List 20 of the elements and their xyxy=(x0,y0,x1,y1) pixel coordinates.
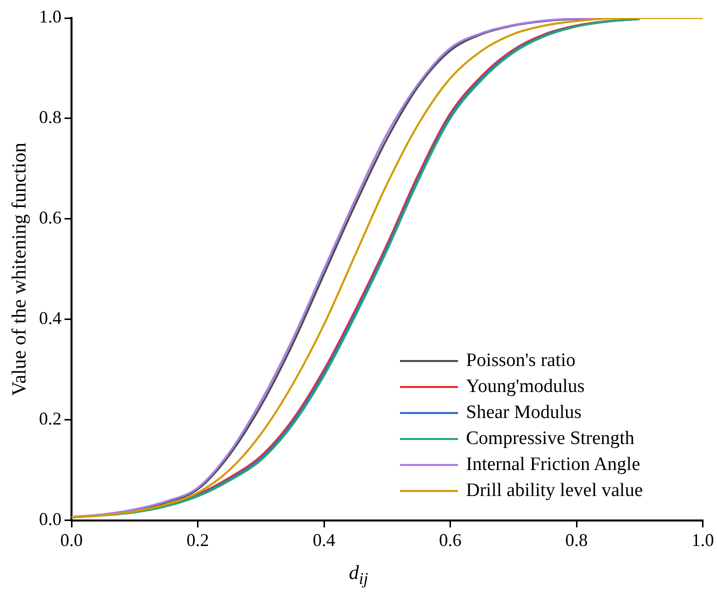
y-tick-label: 1.0 xyxy=(39,6,62,27)
y-tick-label: 0.4 xyxy=(39,308,62,328)
y-tick-label: 0.8 xyxy=(39,107,62,128)
y-tick-label: 0.0 xyxy=(39,509,62,530)
legend-label: Poisson's ratio xyxy=(466,349,576,373)
x-axis-title: d$_{ij}$ xyxy=(348,562,370,589)
x-tick-label: 0.8 xyxy=(565,530,588,550)
y-axis-title: Value of the whitening function xyxy=(8,142,30,396)
x-tick-label: 0.4 xyxy=(312,530,336,550)
legend-label: Drill ability level value xyxy=(466,479,643,503)
legend-label: Young'modulus xyxy=(466,375,585,399)
legend-label: Shear Modulus xyxy=(466,401,582,425)
y-tick-label: 0.2 xyxy=(39,408,62,429)
legend-label: Internal Friction Angle xyxy=(466,453,640,477)
x-tick-label: 0.6 xyxy=(439,530,462,550)
x-tick-label: 0.2 xyxy=(186,530,209,550)
legend-label: Compressive Strength xyxy=(466,427,634,451)
x-tick-label: 0.0 xyxy=(60,530,83,550)
x-tick-label: 1.0 xyxy=(692,530,714,550)
y-tick-label: 0.6 xyxy=(39,208,62,228)
